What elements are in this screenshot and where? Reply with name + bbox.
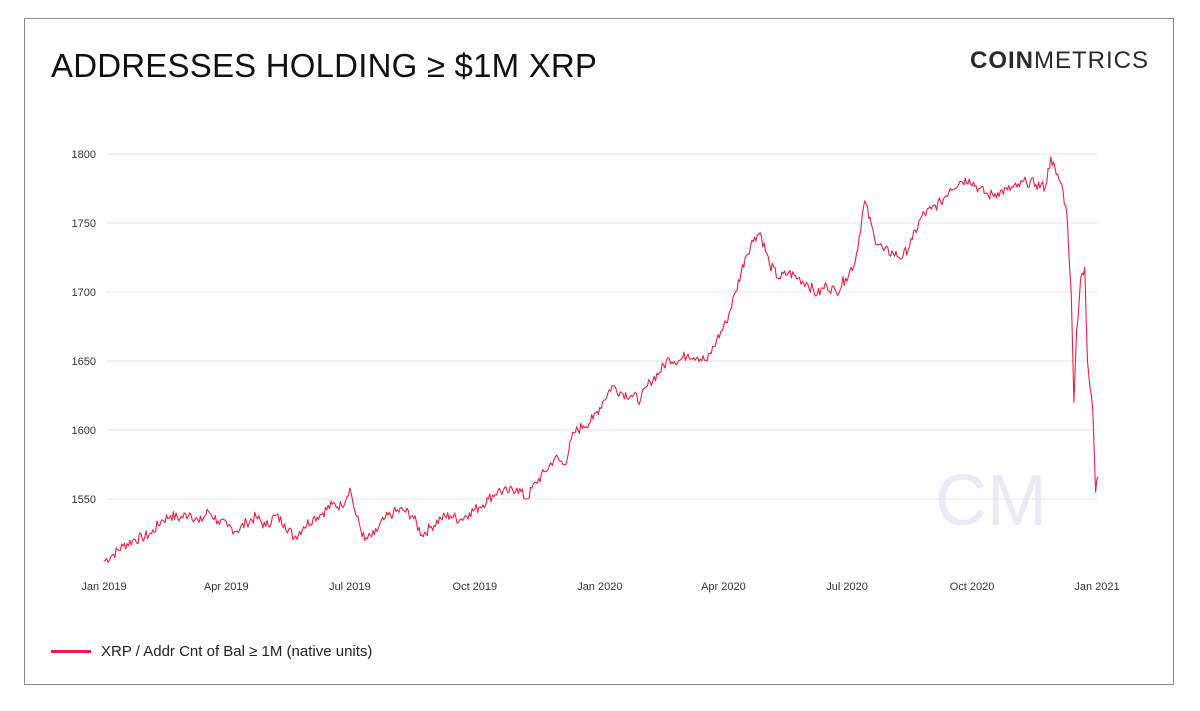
x-tick-label: Jan 2019 [81,581,126,593]
legend[interactable]: XRP / Addr Cnt of Bal ≥ 1M (native units… [51,643,372,660]
logo-bold-part: COIN [970,47,1034,74]
y-tick-label: 1700 [72,287,96,299]
x-tick-label: Oct 2020 [950,581,995,593]
watermark-logo: CM [935,461,1047,541]
gridlines [106,153,1097,500]
x-tick-label: Jan 2020 [577,581,622,593]
x-tick-label: Apr 2020 [701,581,746,593]
line-chart: CM 1550 1600 1650 1700 1750 1800 Jan 2019 Apr … [72,149,1120,593]
x-tick-label: Jan 2021 [1074,581,1119,593]
series-layer [103,156,1099,563]
legend-swatch [51,650,91,653]
logo-light-part: METRICS [1034,47,1149,74]
series-line[interactable] [103,156,1099,563]
x-tick-label: Oct 2019 [453,581,498,593]
chart-card: ADDRESSES HOLDING ≥ $1M XRP COINMETRICS … [24,18,1174,685]
chart-title: ADDRESSES HOLDING ≥ $1M XRP [51,47,598,84]
x-tick-label: Jul 2019 [329,581,371,593]
x-tick-label: Jul 2020 [826,581,868,593]
x-tick-label: Apr 2019 [204,581,249,593]
y-tick-label: 1650 [72,356,96,368]
y-tick-label: 1800 [72,149,96,161]
coinmetrics-logo: COINMETRICS [970,47,1149,75]
x-axis-ticks: Jan 2019 Apr 2019 Jul 2019 Oct 2019 Jan 2020… [81,581,1119,593]
legend-label: XRP / Addr Cnt of Bal ≥ 1M (native units… [101,643,373,660]
y-tick-label: 1550 [72,494,96,506]
y-tick-label: 1600 [72,425,96,437]
y-tick-label: 1750 [72,218,96,230]
y-axis-ticks: 1550 1600 1650 1700 1750 1800 [72,149,96,506]
